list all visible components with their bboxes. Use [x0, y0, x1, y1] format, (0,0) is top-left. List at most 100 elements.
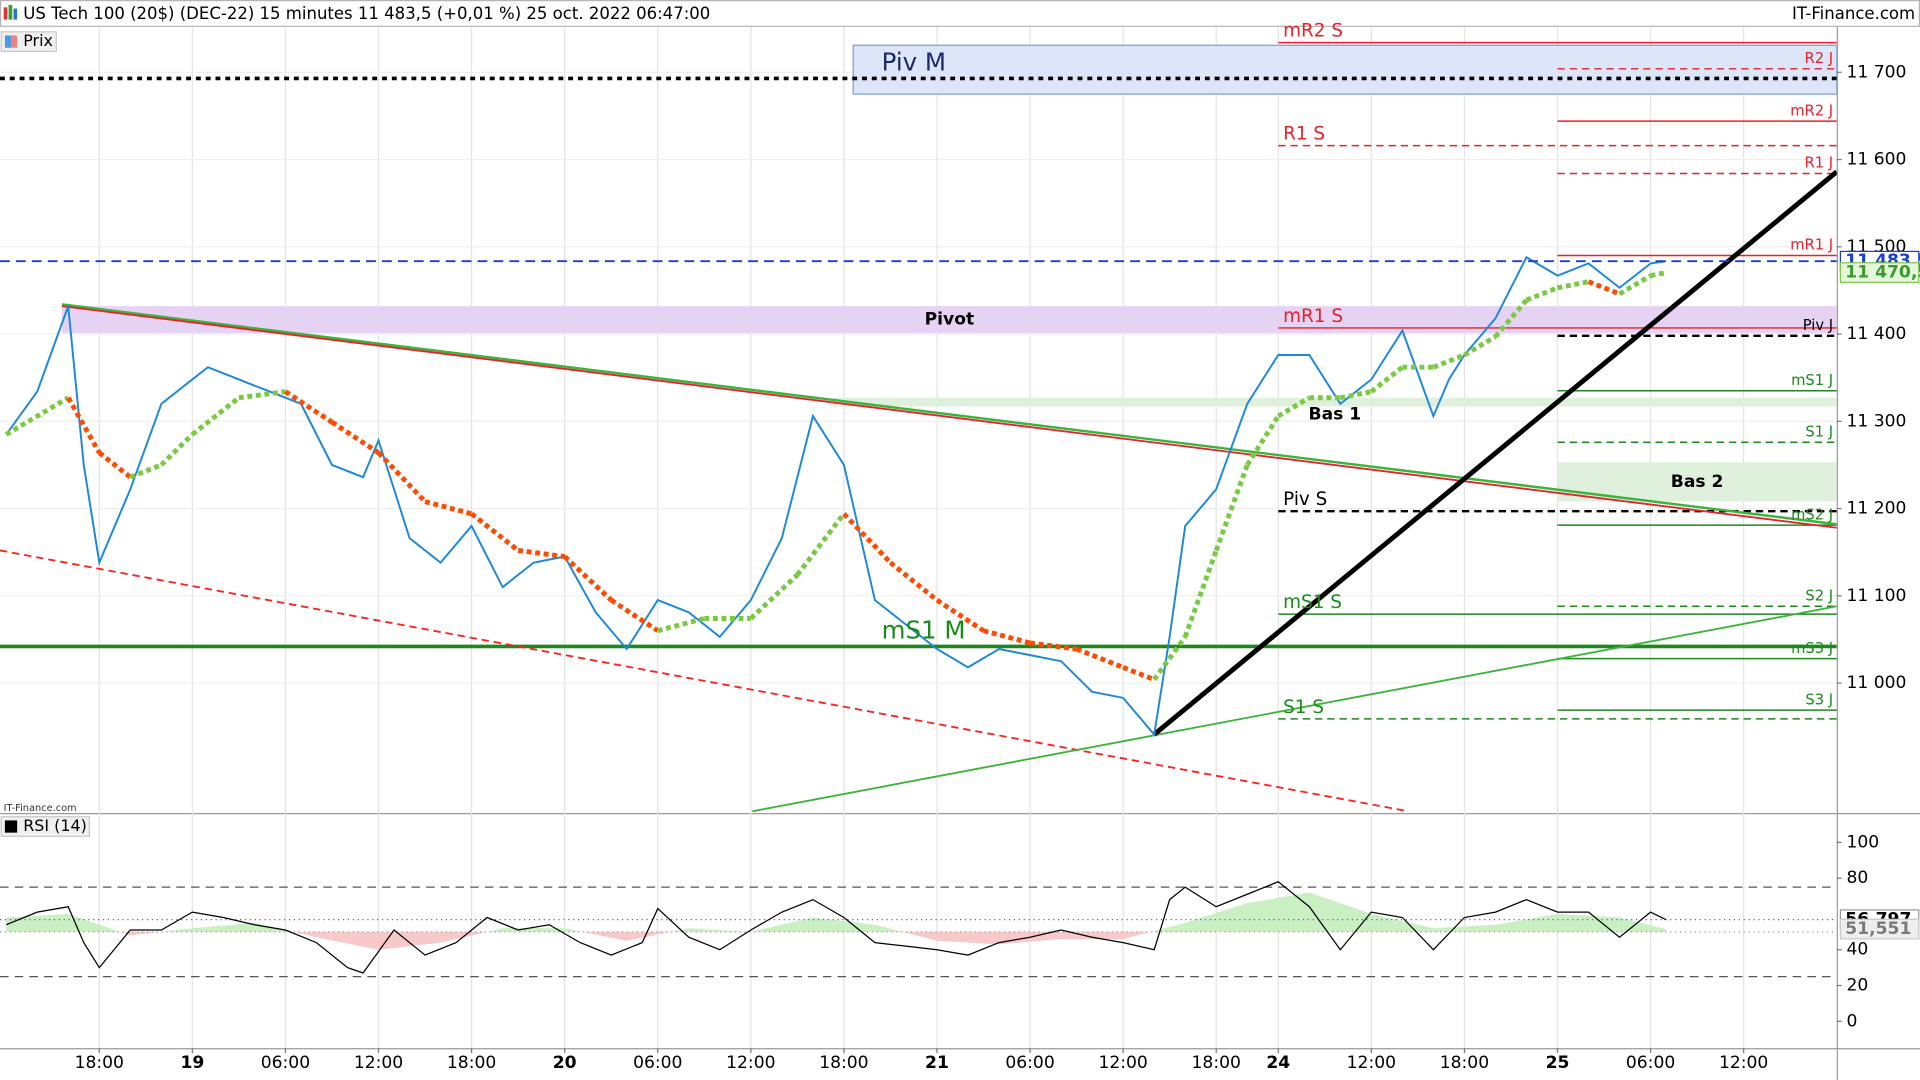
x-tick-label: 06:00 [1626, 1053, 1675, 1073]
moving-average-segment [609, 598, 660, 633]
rsi-panel [0, 881, 1837, 978]
trendline [0, 549, 1409, 813]
x-tick-label: 12:00 [354, 1053, 403, 1073]
moving-average-segment [330, 420, 380, 455]
moving-average-segment [97, 450, 132, 480]
moving-average-segment [1650, 270, 1667, 279]
x-tick-label: 12:00 [726, 1053, 775, 1073]
level-label: S1 J [1805, 423, 1833, 440]
level-label: S1 S [1283, 697, 1324, 718]
level-label: mR2 J [1790, 102, 1833, 119]
moving-average-segment [1587, 279, 1621, 297]
moving-average-segment [795, 512, 846, 577]
moving-average-segment [284, 389, 334, 425]
moving-average-segment [1525, 285, 1559, 303]
level-label: R1 J [1804, 155, 1833, 172]
rsi-y-tick-label: 40 [1847, 940, 1869, 960]
header-bar [0, 0, 1920, 27]
y-tick-label: 11 600 [1847, 150, 1907, 170]
moving-average-segment [4, 395, 70, 437]
zone [852, 44, 1837, 95]
level-label: Piv S [1283, 489, 1327, 510]
moving-average-segment [1432, 352, 1466, 370]
x-tick-label: 18:00 [75, 1053, 124, 1073]
moving-average-segment [159, 432, 195, 467]
moving-average-segment [842, 512, 893, 565]
legend-label: Prix [23, 31, 53, 50]
moving-average-segment [562, 554, 613, 602]
y-tick-label: 11 200 [1847, 499, 1907, 519]
level-label: mS1 M [882, 616, 966, 645]
moving-average-segment [129, 462, 163, 480]
level-label: Piv J [1803, 317, 1833, 334]
moving-average-segment [1339, 389, 1372, 401]
trendline [1152, 169, 1837, 737]
moving-average-segment [1029, 640, 1077, 652]
x-tick-label: 18:00 [819, 1053, 868, 1073]
rsi-y-tick-label: 100 [1847, 832, 1880, 852]
x-tick-label: 06:00 [261, 1053, 310, 1073]
moving-average-segment [238, 389, 286, 401]
x-tick-label: 20 [553, 1053, 577, 1073]
x-tick-label: 19 [180, 1053, 204, 1073]
zone-label: Pivot [925, 310, 975, 330]
zone-label: Bas 1 [1309, 404, 1362, 424]
moving-average-segment [749, 573, 800, 621]
level-label: S3 J [1805, 691, 1833, 708]
x-tick-label: 18:00 [1440, 1053, 1489, 1073]
x-tick-label: 12:00 [1347, 1053, 1396, 1073]
trendlines [0, 169, 1837, 813]
last-value-box [1839, 918, 1920, 940]
y-tick-label: 11 400 [1847, 324, 1907, 344]
levels [0, 41, 1837, 720]
y-tick-label: 11 000 [1847, 673, 1907, 693]
rsi-y-tick-label: 20 [1847, 976, 1869, 996]
level-label: R2 J [1804, 50, 1833, 67]
trendline [61, 303, 1837, 526]
moving-average-segment [66, 396, 102, 454]
level-label: S2 J [1805, 587, 1833, 604]
x-tick-label: 18:00 [1192, 1053, 1241, 1073]
trendline [61, 305, 1837, 529]
header-title: US Tech 100 (20$) (DEC-22) 15 minutes 11… [23, 4, 710, 23]
y-tick-label: 11 100 [1847, 586, 1907, 606]
level-label: mR1 S [1283, 306, 1343, 327]
price-line [5, 255, 1667, 737]
legend-swatch [4, 35, 12, 48]
moving-average-segment [376, 451, 427, 504]
x-tick-label: 18:00 [447, 1053, 496, 1073]
legend-label: RSI (14) [23, 816, 87, 835]
watermark: IT-Finance.com [4, 803, 77, 814]
moving-average-segment [1369, 365, 1404, 394]
zone [833, 397, 1837, 407]
zones [62, 44, 1837, 502]
moving-average-segment [190, 395, 241, 437]
trendline [752, 605, 1837, 813]
moving-average-segment [1122, 665, 1156, 682]
rsi-y-tick-label: 0 [1847, 1011, 1858, 1031]
level-label: mS2 J [1791, 506, 1833, 523]
app-icon [3, 4, 18, 20]
rsi-line [6, 881, 1667, 974]
moving-average-segment [1618, 273, 1652, 297]
moving-average-segment [517, 548, 565, 559]
level-label: mS1 S [1283, 592, 1342, 613]
rsi-signal-fill-up [6, 892, 1667, 932]
last-value-label: 11 470,5 [1845, 263, 1920, 283]
rsi-y-tick-label: 80 [1847, 868, 1869, 888]
last-value-box [1839, 262, 1920, 283]
x-tick-label: 12:00 [1719, 1053, 1768, 1073]
rsi-signal-fill-down [6, 931, 1667, 950]
moving-average-segment [1213, 464, 1250, 552]
level-label: R1 S [1283, 124, 1325, 145]
price-panel [0, 255, 1837, 737]
zone-label: Bas 2 [1671, 472, 1724, 492]
level-label: mS3 J [1791, 640, 1833, 657]
moving-average-segment [1152, 635, 1188, 682]
legend-swatch [11, 35, 18, 48]
moving-average-segment [1277, 395, 1311, 419]
moving-average-segment [1245, 414, 1281, 467]
y-tick-label: 11 700 [1847, 62, 1907, 82]
axes: 18:00 19 06:00 12:00 18:00 20 06:00 12:00 18:00 2… [0, 21, 1920, 1073]
x-tick-label: 06:00 [1005, 1053, 1054, 1073]
